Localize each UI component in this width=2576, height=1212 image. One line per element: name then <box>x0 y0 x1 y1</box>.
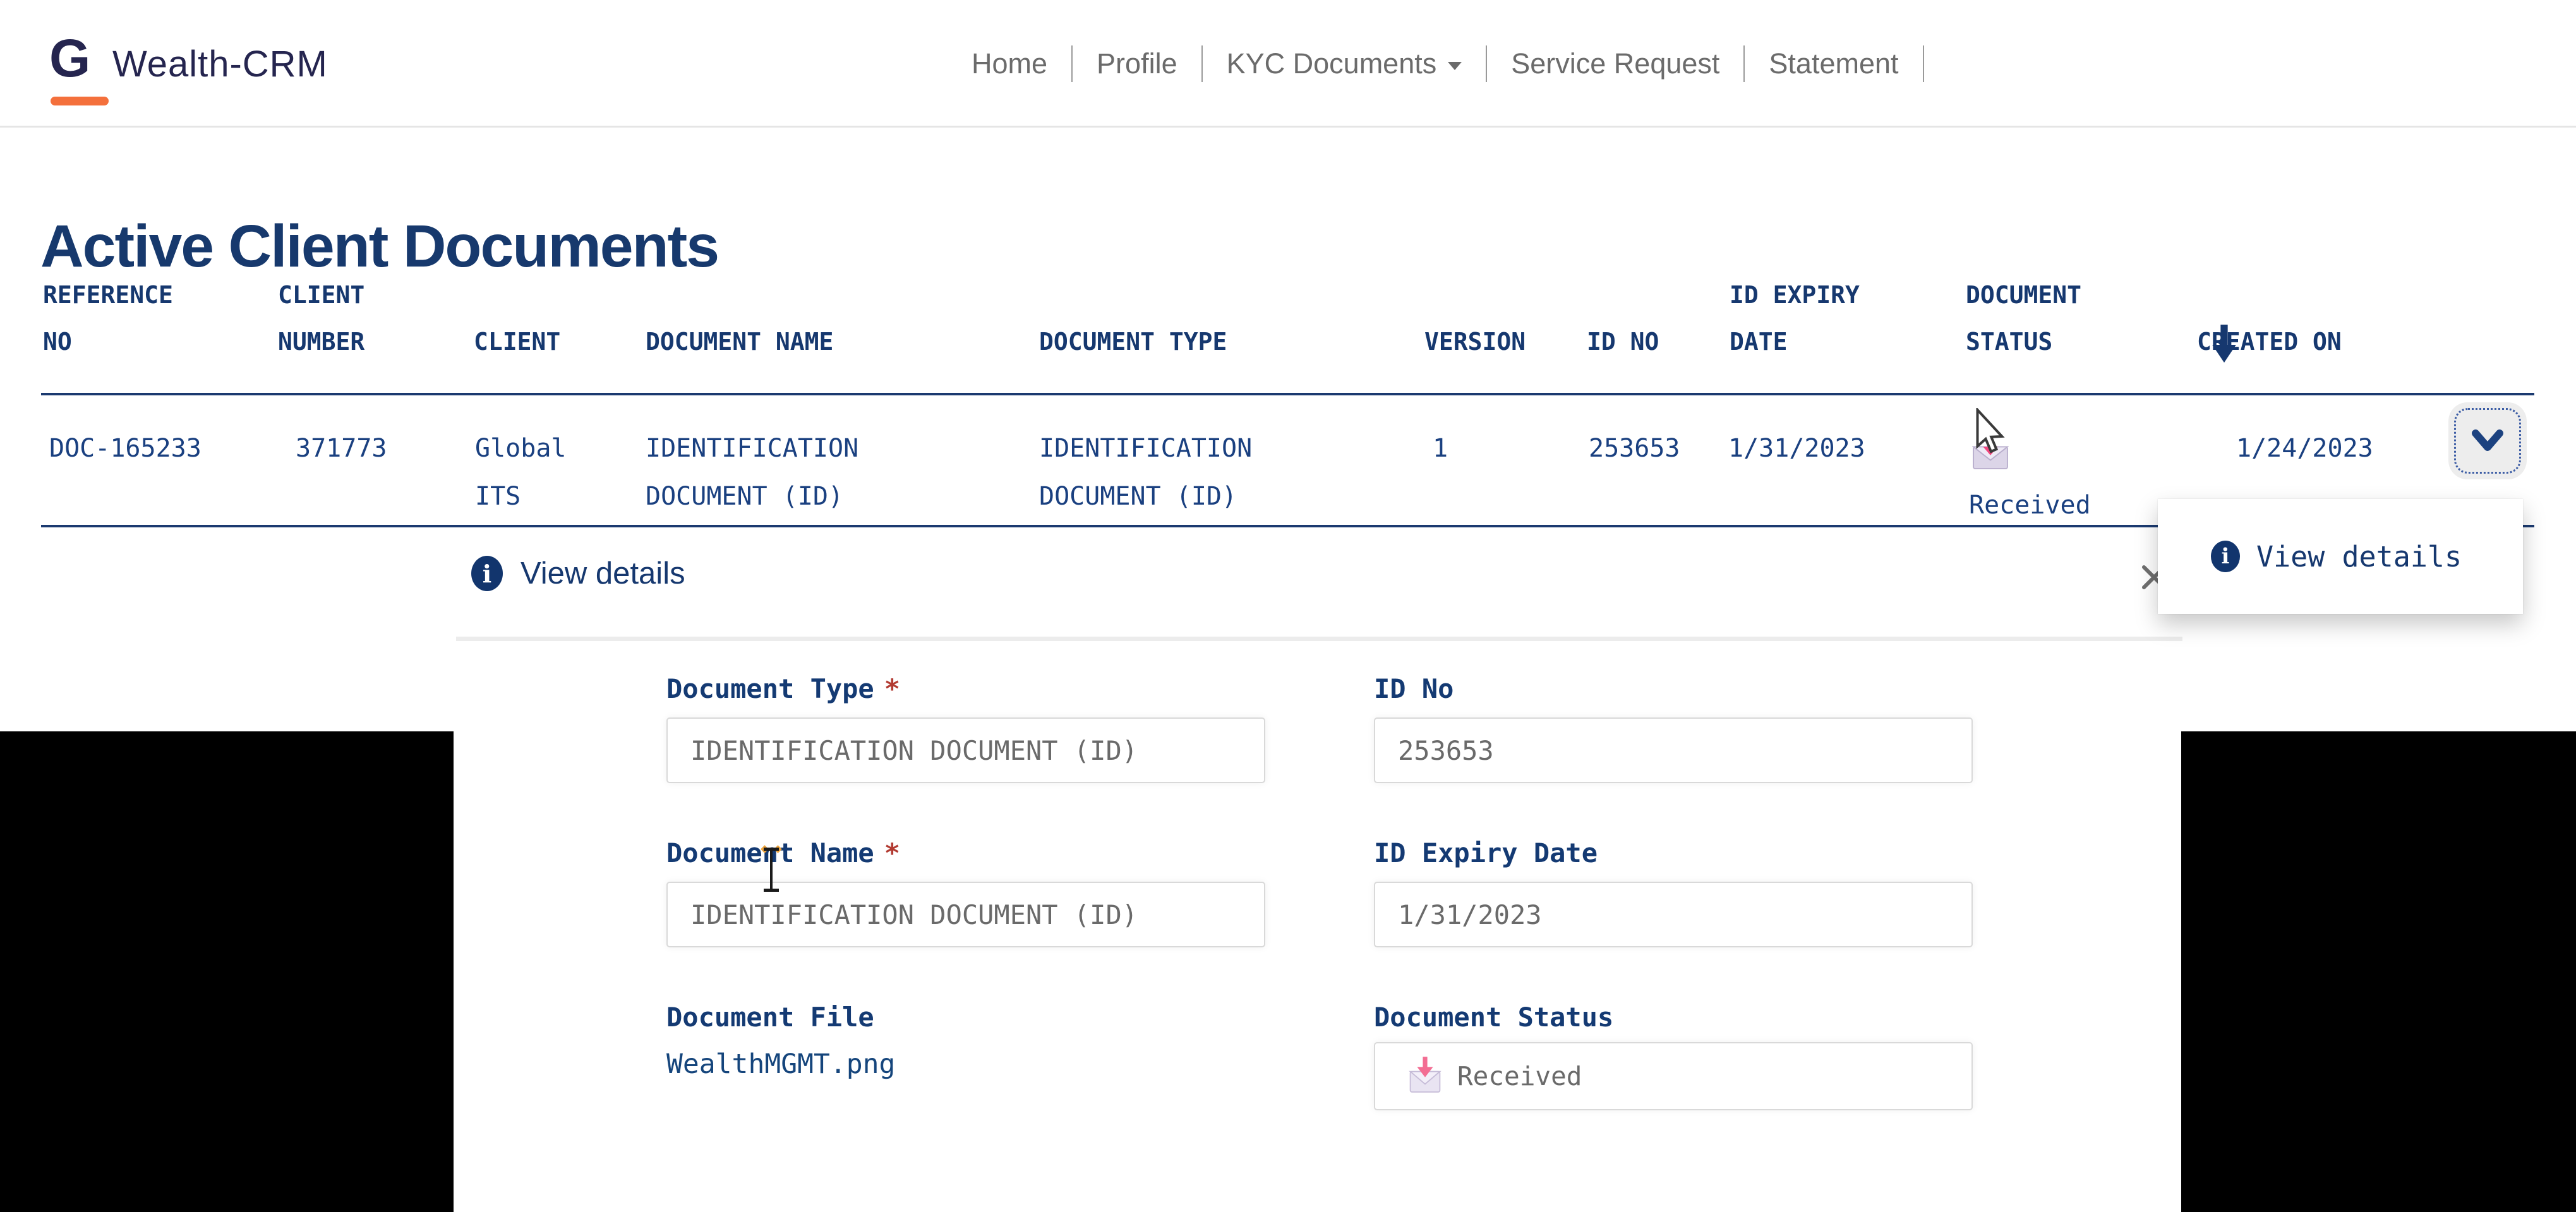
col-header-created-on[interactable]: CREATED ON <box>2197 328 2342 356</box>
col-header-document-type[interactable]: DOCUMENT TYPE <box>1039 328 1227 356</box>
row-actions-button[interactable] <box>2448 402 2527 479</box>
col-header-document-status[interactable]: DOCUMENT STATUS <box>1966 281 2082 356</box>
chevron-down-icon <box>2472 429 2503 451</box>
col-header-id-no[interactable]: ID NO <box>1587 328 1659 356</box>
document-type-label: Document Type * <box>666 673 901 704</box>
brand-name: Wealth-CRM <box>112 43 328 85</box>
brand-logo[interactable]: G Wealth-CRM <box>49 0 328 128</box>
cell-document-status: Received <box>1969 491 2091 520</box>
info-icon: i <box>2211 541 2240 572</box>
row-actions-menu: i View details <box>2158 499 2523 614</box>
redaction-block-right <box>2181 731 2576 1212</box>
cell-id-no: 253653 <box>1589 434 1680 463</box>
document-status-value: Received <box>1457 1061 1582 1091</box>
cell-reference-no: DOC-165233 <box>49 434 202 463</box>
page-title: Active Client Documents <box>40 212 719 280</box>
chevron-down-icon <box>1448 61 1462 70</box>
document-status-field: Received <box>1374 1042 1973 1110</box>
document-file-link[interactable]: WealthMGMT.png <box>666 1048 896 1080</box>
text-cursor <box>761 845 782 892</box>
mouse-cursor <box>1970 406 2007 465</box>
cell-document-name: IDENTIFICATION DOCUMENT (ID) <box>646 434 859 511</box>
cell-document-type: IDENTIFICATION DOCUMENT (ID) <box>1039 434 1253 511</box>
main-nav: Home Profile KYC Documents Service Reque… <box>948 0 1924 128</box>
id-expiry-date-field[interactable] <box>1374 882 1973 947</box>
nav-item-statement[interactable]: Statement <box>1769 47 1899 80</box>
details-panel-title: View details <box>521 556 685 591</box>
nav-separator <box>1922 45 1924 82</box>
id-expiry-date-label: ID Expiry Date <box>1374 837 1598 868</box>
id-no-label: ID No <box>1374 673 1454 704</box>
cell-version: 1 <box>1433 434 1448 463</box>
brand-logo-underline <box>51 97 109 105</box>
mail-received-icon <box>1408 1055 1442 1098</box>
table-header-border <box>41 393 2534 395</box>
panel-divider <box>456 637 2182 641</box>
document-status-label: Document Status <box>1374 1002 1614 1033</box>
redaction-block-left <box>0 731 454 1212</box>
top-navbar: G Wealth-CRM Home Profile KYC Documents … <box>0 0 2576 128</box>
nav-separator <box>1486 45 1488 82</box>
cell-created-on: 1/24/2023 <box>2236 434 2373 463</box>
col-header-id-expiry-date[interactable]: ID EXPIRY DATE <box>1730 281 1860 356</box>
focus-outline <box>2454 408 2521 474</box>
menu-item-view-details[interactable]: i View details <box>2158 499 2523 614</box>
cell-client-number: 371773 <box>296 434 387 463</box>
col-header-document-name[interactable]: DOCUMENT NAME <box>646 328 834 356</box>
table-row-border <box>41 525 2534 527</box>
document-name-label: Document Name * <box>666 837 901 868</box>
cell-client: Global ITS <box>475 434 567 511</box>
col-header-reference-no[interactable]: REFERENCE NO <box>43 281 173 356</box>
col-header-client-number[interactable]: CLIENT NUMBER <box>278 281 365 356</box>
nav-separator <box>1743 45 1745 82</box>
document-file-label: Document File <box>666 1002 874 1033</box>
brand-logo-icon: G <box>49 26 109 105</box>
sort-descending-icon[interactable] <box>2210 325 2239 367</box>
col-header-version[interactable]: VERSION <box>1424 328 1526 356</box>
col-header-client[interactable]: CLIENT <box>474 328 561 356</box>
nav-separator <box>1071 45 1073 82</box>
document-type-field[interactable] <box>666 717 1265 783</box>
nav-item-service-request[interactable]: Service Request <box>1511 47 1720 80</box>
document-name-field[interactable] <box>666 882 1265 947</box>
cell-id-expiry-date: 1/31/2023 <box>1728 434 1865 463</box>
details-panel-header: i View details <box>471 556 685 591</box>
nav-item-kyc-documents[interactable]: KYC Documents <box>1203 47 1486 80</box>
info-icon: i <box>471 556 503 591</box>
nav-separator <box>1201 45 1203 82</box>
nav-item-profile[interactable]: Profile <box>1097 47 1177 80</box>
nav-item-home[interactable]: Home <box>972 47 1048 80</box>
id-no-field[interactable] <box>1374 717 1973 783</box>
